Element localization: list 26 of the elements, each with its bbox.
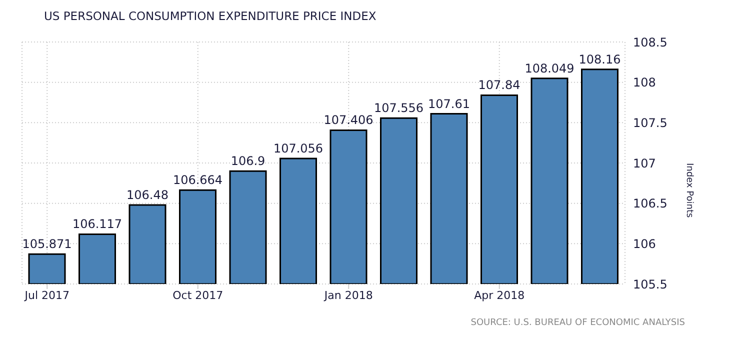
x-tick-label: Apr 2018 [474, 288, 525, 302]
data-label: 107.406 [324, 113, 374, 128]
data-label: 106.117 [72, 217, 122, 232]
data-label: 106.664 [172, 173, 223, 188]
data-label: 106.48 [126, 188, 168, 202]
y-tick-label: 107.5 [633, 116, 668, 130]
y-tick-label: 108 [633, 76, 656, 90]
data-label: 108.16 [578, 52, 621, 66]
y-tick-label: 105.5 [633, 277, 668, 292]
y-tick-label: 108.5 [633, 35, 668, 50]
data-label: 107.84 [478, 78, 520, 92]
data-label: 106.9 [230, 154, 266, 168]
y-tick-label: 106.5 [633, 196, 668, 211]
x-tick-label: Jan 2018 [323, 288, 373, 302]
chart-title: US PERSONAL CONSUMPTION EXPENDITURE PRICE INDEX [44, 9, 376, 23]
source-note: SOURCE: U.S. BUREAU OF ECONOMIC ANALYSIS [470, 318, 685, 328]
data-label: 105.871 [22, 237, 72, 252]
y-tick-label: 107 [633, 156, 656, 170]
data-label: 108.049 [524, 61, 574, 76]
data-label: 107.61 [428, 96, 470, 111]
data-label: 107.056 [273, 141, 324, 156]
x-tick-label: Oct 2017 [172, 288, 224, 302]
y-tick-label: 106 [633, 236, 656, 251]
x-tick-label: Jul 2017 [24, 288, 70, 302]
y-axis-title: Index Points [684, 163, 694, 218]
data-label: 107.556 [374, 101, 424, 116]
